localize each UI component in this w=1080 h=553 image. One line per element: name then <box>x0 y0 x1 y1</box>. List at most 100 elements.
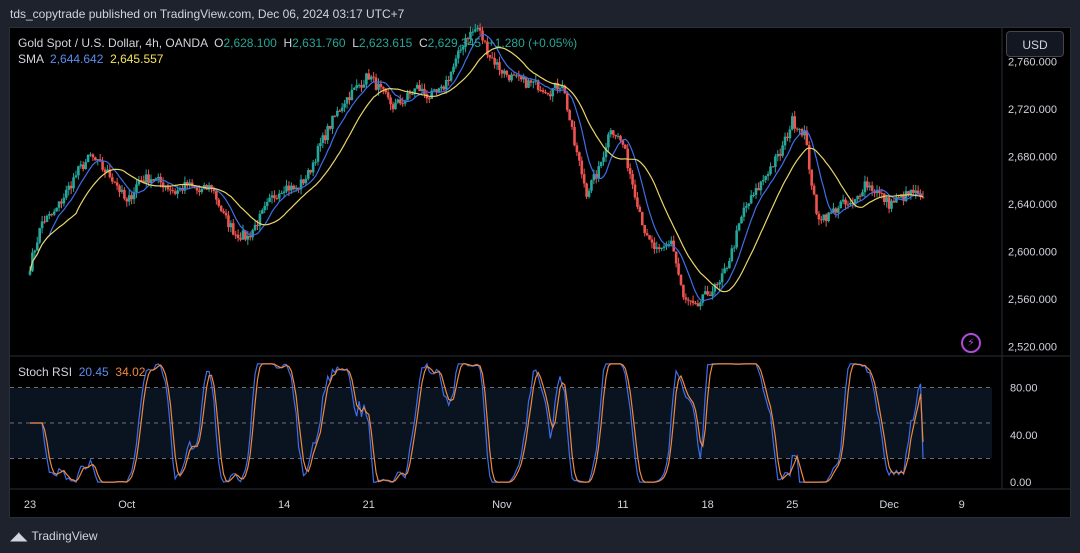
candle-body <box>40 221 44 229</box>
candle-body <box>730 248 734 262</box>
candle-body <box>573 126 576 146</box>
candle-body <box>360 85 363 88</box>
candle-body <box>836 208 840 213</box>
candle-body <box>413 88 417 94</box>
candle-body <box>529 80 533 83</box>
candle-body <box>77 166 80 176</box>
candle-body <box>156 176 160 179</box>
candle-body <box>265 202 269 206</box>
candle-body <box>832 208 835 213</box>
candle-body <box>655 247 659 249</box>
candle-body <box>541 90 545 92</box>
candle-body <box>824 214 828 222</box>
symbol-title: Gold Spot / U.S. Dollar, 4h, OANDA <box>18 36 208 50</box>
footer <box>0 518 1080 553</box>
candle-body <box>186 182 189 186</box>
candle-body <box>708 294 712 297</box>
candle-body <box>251 230 254 238</box>
lightning-icon[interactable]: ⚡ <box>961 333 981 353</box>
price-axis-label: 2,520.000 <box>1008 342 1057 354</box>
candle-body <box>863 181 867 193</box>
open-value: 2,628.100 <box>223 36 277 50</box>
candle-body <box>795 128 799 130</box>
candle-body <box>812 185 816 195</box>
candle-body <box>503 70 506 74</box>
candle-body <box>626 148 630 169</box>
candle-body <box>781 145 784 156</box>
candle-body <box>328 125 332 129</box>
price-axis-label: 2,720.000 <box>1008 104 1057 116</box>
sma-legend[interactable]: SMA 2,644.642 2,645.557 <box>18 52 163 66</box>
candle-body <box>33 250 37 253</box>
candle-body <box>142 180 146 183</box>
candle-body <box>587 190 591 197</box>
tradingview-logo[interactable]: ◢◣ TradingView <box>10 529 98 543</box>
candle-body <box>822 214 826 220</box>
candle-body <box>60 201 63 204</box>
candle-body <box>653 242 656 249</box>
candle-body <box>912 189 915 193</box>
candle-body <box>515 75 518 77</box>
candle-body <box>282 191 286 194</box>
candle-body <box>718 282 721 285</box>
close-label: C <box>418 36 428 50</box>
candle-body <box>45 215 49 222</box>
candle-body <box>720 273 724 283</box>
candle-body <box>244 230 247 240</box>
candle-body <box>827 212 830 222</box>
candle-body <box>916 190 920 194</box>
candle-body <box>810 169 813 186</box>
candle-body <box>391 104 395 110</box>
candle-body <box>742 207 746 217</box>
candle-body <box>224 212 228 216</box>
candle-body <box>486 41 489 55</box>
candle-body <box>841 199 845 202</box>
candle-body <box>299 179 303 190</box>
open-label: O <box>214 36 224 50</box>
candle-body <box>544 91 547 93</box>
candle-body <box>103 169 107 173</box>
candle-body <box>355 85 358 88</box>
candle-body <box>691 300 695 304</box>
candle-body <box>624 144 627 149</box>
candle-body <box>662 246 666 248</box>
candle-body <box>113 181 116 183</box>
stoch-legend[interactable]: Stoch RSI 20.45 34.02 <box>18 365 145 379</box>
candle-body <box>764 176 767 180</box>
candle-body <box>340 107 344 112</box>
candle-body <box>461 46 465 50</box>
candle-body <box>759 181 763 191</box>
candle-body <box>633 184 637 198</box>
candle-body <box>747 203 751 206</box>
currency-button[interactable]: USD <box>1006 31 1064 57</box>
candle-body <box>222 211 225 213</box>
candle-body <box>476 27 479 30</box>
candle-body <box>752 194 755 196</box>
candle-body <box>294 187 298 190</box>
candle-body <box>125 198 129 202</box>
main-legend[interactable]: Gold Spot / U.S. Dollar, 4h, OANDA O2,62… <box>18 36 577 50</box>
candle-body <box>604 147 608 158</box>
candle-body <box>382 87 385 89</box>
time-axis-label: 9 <box>959 499 965 511</box>
candle-body <box>152 179 155 181</box>
candle-body <box>135 184 138 193</box>
candle-body <box>532 81 535 83</box>
candle-body <box>38 228 41 243</box>
candle-body <box>348 97 351 101</box>
sma-slow-value: 2,645.557 <box>110 52 164 66</box>
time-axis-label: 25 <box>786 499 798 511</box>
sma-fast-line <box>29 33 924 302</box>
candle-body <box>856 195 859 200</box>
candle-body <box>372 76 375 78</box>
candle-body <box>396 99 400 103</box>
candle-body <box>258 213 262 226</box>
candle-body <box>86 154 90 162</box>
candle-body <box>786 136 789 139</box>
candle-body <box>331 115 334 129</box>
candle-body <box>55 207 58 212</box>
time-axis-label: 14 <box>278 499 290 511</box>
candle-body <box>590 180 593 191</box>
candle-body <box>173 191 177 194</box>
